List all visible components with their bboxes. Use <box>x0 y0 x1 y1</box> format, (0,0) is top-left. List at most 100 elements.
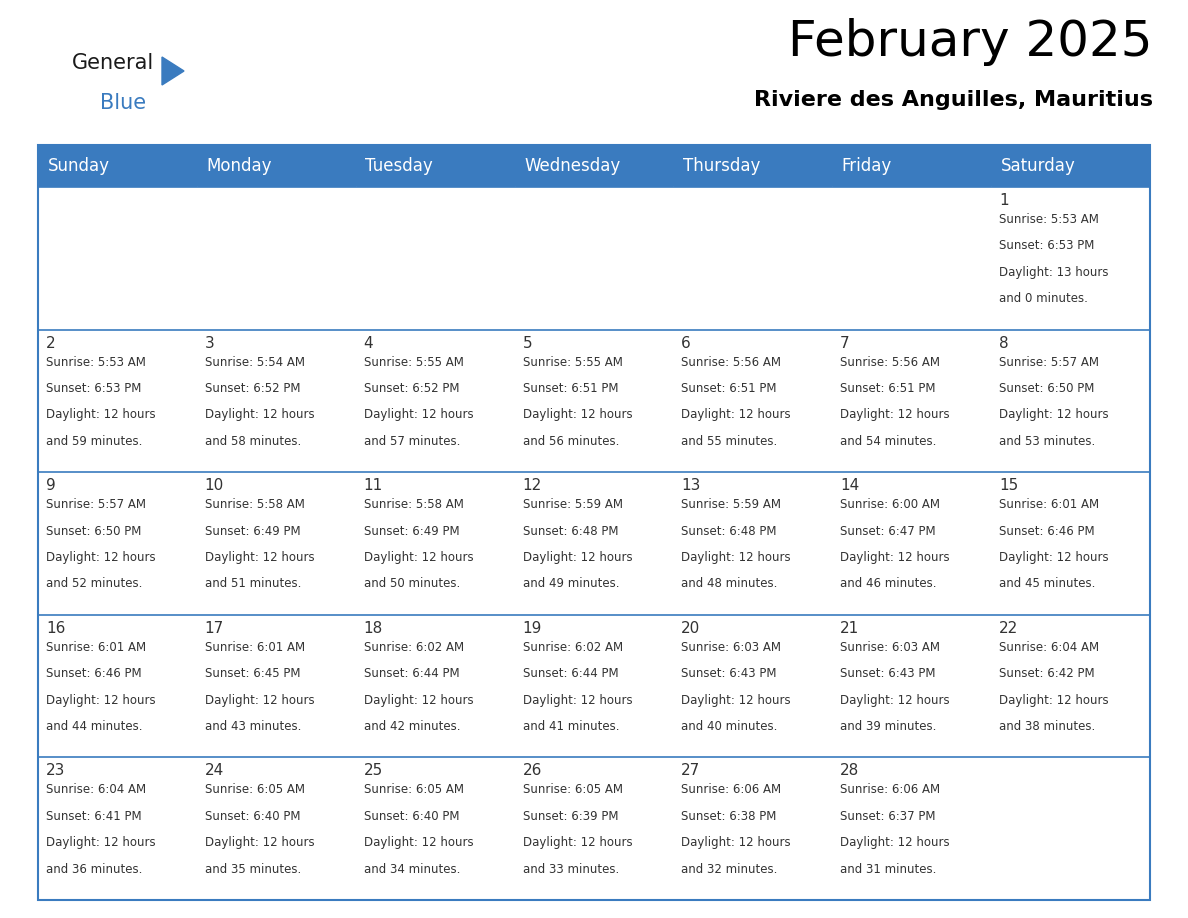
Text: Sunrise: 5:55 AM: Sunrise: 5:55 AM <box>364 355 463 369</box>
Text: 28: 28 <box>840 764 859 778</box>
Text: and 31 minutes.: and 31 minutes. <box>840 863 936 876</box>
Text: Sunrise: 5:58 AM: Sunrise: 5:58 AM <box>364 498 463 511</box>
Bar <box>991 187 1150 330</box>
Text: Sunset: 6:40 PM: Sunset: 6:40 PM <box>204 810 301 823</box>
Text: and 59 minutes.: and 59 minutes. <box>46 435 143 448</box>
Bar <box>514 472 674 615</box>
Text: Sunrise: 6:00 AM: Sunrise: 6:00 AM <box>840 498 940 511</box>
Bar <box>355 757 514 900</box>
Text: Sunset: 6:47 PM: Sunset: 6:47 PM <box>840 524 936 538</box>
Text: 5: 5 <box>523 336 532 351</box>
Text: Sunrise: 6:03 AM: Sunrise: 6:03 AM <box>840 641 940 654</box>
Text: Sunrise: 6:01 AM: Sunrise: 6:01 AM <box>46 641 146 654</box>
Bar <box>514 187 674 330</box>
Text: Sunrise: 5:57 AM: Sunrise: 5:57 AM <box>46 498 146 511</box>
Text: Sunset: 6:37 PM: Sunset: 6:37 PM <box>840 810 936 823</box>
Text: Sunset: 6:49 PM: Sunset: 6:49 PM <box>364 524 460 538</box>
Text: 13: 13 <box>682 478 701 493</box>
Text: Daylight: 12 hours: Daylight: 12 hours <box>682 694 791 707</box>
Text: 22: 22 <box>999 621 1018 636</box>
Text: 15: 15 <box>999 478 1018 493</box>
Text: 11: 11 <box>364 478 383 493</box>
Bar <box>833 472 991 615</box>
Bar <box>833 330 991 472</box>
Text: 6: 6 <box>682 336 691 351</box>
Bar <box>38 472 197 615</box>
Bar <box>197 330 355 472</box>
Text: Daylight: 12 hours: Daylight: 12 hours <box>840 409 950 421</box>
Text: Sunset: 6:40 PM: Sunset: 6:40 PM <box>364 810 459 823</box>
Text: Tuesday: Tuesday <box>365 157 432 175</box>
Text: Daylight: 12 hours: Daylight: 12 hours <box>840 836 950 849</box>
Text: Sunrise: 6:01 AM: Sunrise: 6:01 AM <box>999 498 1099 511</box>
Bar <box>674 330 833 472</box>
Text: Riviere des Anguilles, Mauritius: Riviere des Anguilles, Mauritius <box>754 90 1154 110</box>
Text: Daylight: 12 hours: Daylight: 12 hours <box>523 551 632 564</box>
Text: Sunrise: 5:57 AM: Sunrise: 5:57 AM <box>999 355 1099 369</box>
Text: and 50 minutes.: and 50 minutes. <box>364 577 460 590</box>
Text: and 35 minutes.: and 35 minutes. <box>204 863 301 876</box>
Text: 24: 24 <box>204 764 225 778</box>
Text: 27: 27 <box>682 764 701 778</box>
Text: and 53 minutes.: and 53 minutes. <box>999 435 1095 448</box>
Text: 18: 18 <box>364 621 383 636</box>
Text: and 39 minutes.: and 39 minutes. <box>840 720 936 733</box>
Text: and 58 minutes.: and 58 minutes. <box>204 435 301 448</box>
Text: Sunrise: 6:06 AM: Sunrise: 6:06 AM <box>840 783 941 797</box>
Text: Sunrise: 5:56 AM: Sunrise: 5:56 AM <box>682 355 782 369</box>
Text: 16: 16 <box>46 621 65 636</box>
Text: Sunrise: 6:02 AM: Sunrise: 6:02 AM <box>523 641 623 654</box>
Bar <box>674 187 833 330</box>
Text: Saturday: Saturday <box>1000 157 1075 175</box>
Text: Daylight: 12 hours: Daylight: 12 hours <box>999 409 1108 421</box>
Text: Sunrise: 6:05 AM: Sunrise: 6:05 AM <box>364 783 463 797</box>
Text: and 33 minutes.: and 33 minutes. <box>523 863 619 876</box>
Bar <box>355 472 514 615</box>
Text: Daylight: 12 hours: Daylight: 12 hours <box>840 694 950 707</box>
Text: and 45 minutes.: and 45 minutes. <box>999 577 1095 590</box>
Text: Sunrise: 5:53 AM: Sunrise: 5:53 AM <box>999 213 1099 226</box>
Bar <box>38 615 197 757</box>
Text: Friday: Friday <box>842 157 892 175</box>
Text: Daylight: 12 hours: Daylight: 12 hours <box>364 551 473 564</box>
Text: Sunset: 6:44 PM: Sunset: 6:44 PM <box>364 667 460 680</box>
Text: Daylight: 12 hours: Daylight: 12 hours <box>46 836 156 849</box>
Text: Daylight: 12 hours: Daylight: 12 hours <box>204 409 315 421</box>
Text: 9: 9 <box>46 478 56 493</box>
Text: Sunrise: 6:05 AM: Sunrise: 6:05 AM <box>204 783 305 797</box>
Text: Daylight: 12 hours: Daylight: 12 hours <box>46 551 156 564</box>
Text: Sunrise: 5:58 AM: Sunrise: 5:58 AM <box>204 498 304 511</box>
Text: 1: 1 <box>999 193 1009 208</box>
Bar <box>197 615 355 757</box>
Text: Sunset: 6:53 PM: Sunset: 6:53 PM <box>999 240 1094 252</box>
Text: Daylight: 13 hours: Daylight: 13 hours <box>999 266 1108 279</box>
Bar <box>355 187 514 330</box>
Bar <box>991 615 1150 757</box>
Text: Sunset: 6:48 PM: Sunset: 6:48 PM <box>682 524 777 538</box>
Text: Sunset: 6:48 PM: Sunset: 6:48 PM <box>523 524 618 538</box>
Bar <box>833 615 991 757</box>
Text: Sunset: 6:51 PM: Sunset: 6:51 PM <box>682 382 777 395</box>
Text: and 41 minutes.: and 41 minutes. <box>523 720 619 733</box>
Text: and 52 minutes.: and 52 minutes. <box>46 577 143 590</box>
Text: Sunrise: 6:05 AM: Sunrise: 6:05 AM <box>523 783 623 797</box>
Text: Sunset: 6:41 PM: Sunset: 6:41 PM <box>46 810 141 823</box>
Bar <box>514 615 674 757</box>
Text: Daylight: 12 hours: Daylight: 12 hours <box>204 551 315 564</box>
Text: Daylight: 12 hours: Daylight: 12 hours <box>364 694 473 707</box>
Text: Daylight: 12 hours: Daylight: 12 hours <box>682 409 791 421</box>
Bar <box>38 145 1150 900</box>
Text: and 34 minutes.: and 34 minutes. <box>364 863 460 876</box>
Text: Sunset: 6:52 PM: Sunset: 6:52 PM <box>364 382 459 395</box>
Text: Sunset: 6:44 PM: Sunset: 6:44 PM <box>523 667 618 680</box>
Bar <box>355 615 514 757</box>
Text: 7: 7 <box>840 336 849 351</box>
Text: Sunset: 6:39 PM: Sunset: 6:39 PM <box>523 810 618 823</box>
Text: and 32 minutes.: and 32 minutes. <box>682 863 778 876</box>
Bar <box>38 145 1150 187</box>
Text: Daylight: 12 hours: Daylight: 12 hours <box>999 551 1108 564</box>
Text: and 0 minutes.: and 0 minutes. <box>999 292 1088 305</box>
Text: 12: 12 <box>523 478 542 493</box>
Bar <box>514 757 674 900</box>
Bar <box>991 330 1150 472</box>
